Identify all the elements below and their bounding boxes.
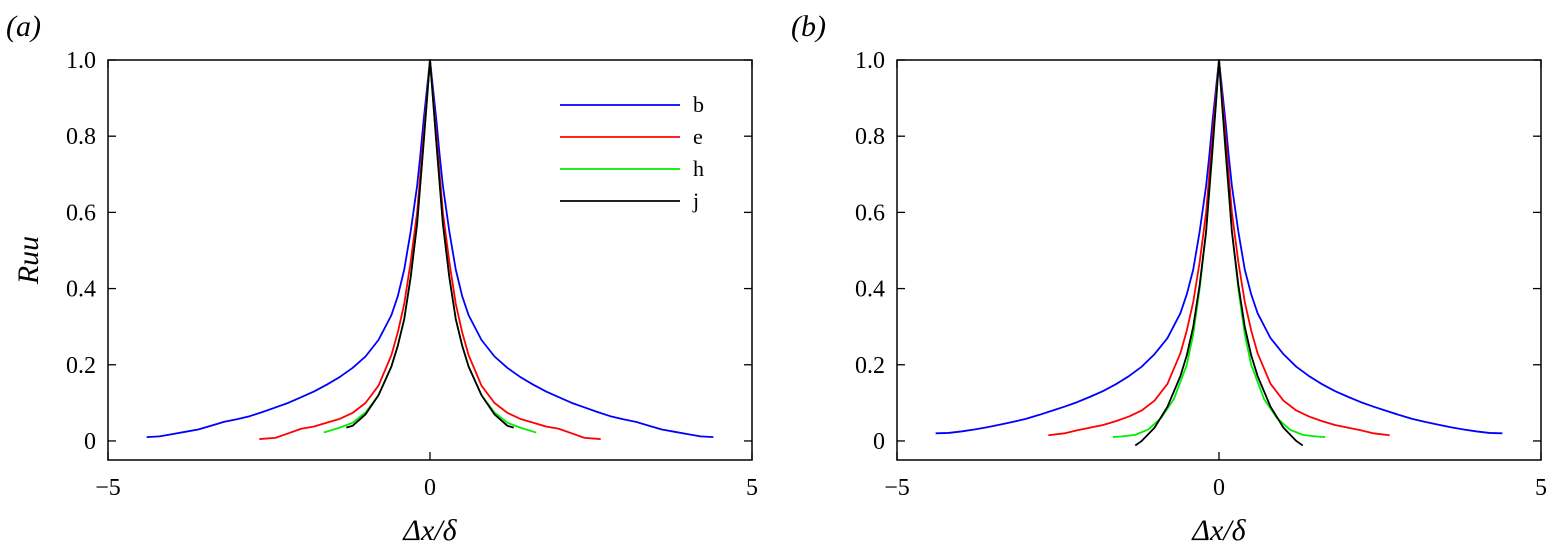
legend-label-e: e	[693, 124, 703, 149]
panel-label: (a)	[6, 10, 41, 43]
y-tick-label: 0	[873, 429, 885, 455]
legend-label-j: j	[692, 188, 699, 213]
y-axis-label: Ruu	[12, 236, 45, 285]
y-tick-label: 0.4	[855, 277, 885, 303]
series-line-p1-2	[1112, 59, 1326, 439]
x-tick-label: 0	[424, 475, 436, 501]
x-tick-label: −5	[95, 475, 121, 501]
y-tick-label: 0.4	[66, 277, 96, 303]
legend-label-b: b	[693, 92, 704, 117]
panel-label: (b)	[791, 10, 826, 43]
series-line-j	[346, 59, 514, 429]
x-tick-label: 5	[746, 475, 758, 501]
x-axis-label: Δx/δ	[1191, 514, 1246, 547]
y-tick-label: 0.8	[855, 124, 885, 150]
plot-frame	[107, 59, 753, 461]
plot-frame	[896, 59, 1542, 461]
x-axis-label: Δx/δ	[402, 514, 457, 547]
series-line-p1-0	[935, 59, 1503, 435]
x-tick-label: 0	[1213, 475, 1225, 501]
legend-label-h: h	[693, 156, 704, 181]
series-line-e	[259, 59, 601, 440]
y-tick-label: 0.6	[66, 200, 96, 226]
x-tick-label: −5	[884, 475, 910, 501]
series-line-b	[146, 59, 714, 439]
series-line-p1-1	[1048, 59, 1390, 437]
panel-b: −5 0 5 0 0.2 0.4 0.6 0.8 1.0 (b) Δx/δ	[791, 10, 1547, 547]
y-tick-label: 1.0	[855, 48, 885, 74]
series-line-h	[323, 59, 537, 434]
y-tick-label: 0	[84, 429, 96, 455]
series-line-p1-3	[1134, 59, 1304, 447]
y-tick-label: 1.0	[66, 48, 96, 74]
x-tick-label: 5	[1535, 475, 1547, 501]
y-tick-label: 0.2	[66, 353, 96, 379]
y-tick-label: 0.8	[66, 124, 96, 150]
y-tick-label: 0.2	[855, 353, 885, 379]
y-tick-label: 0.6	[855, 200, 885, 226]
